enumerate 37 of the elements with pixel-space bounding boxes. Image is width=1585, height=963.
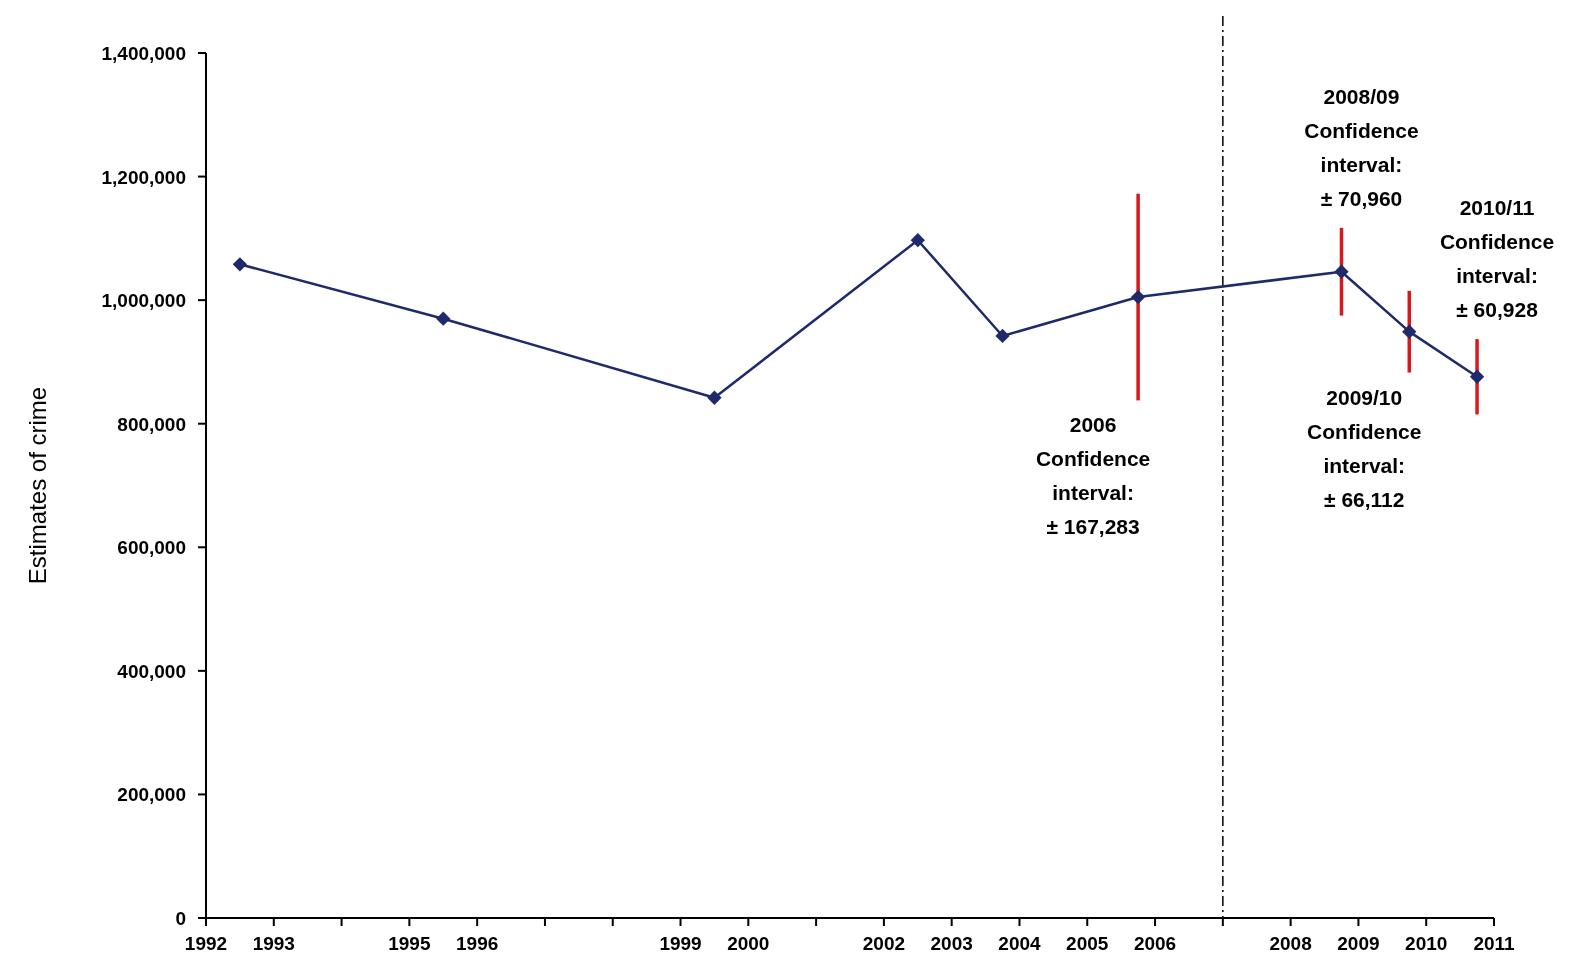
x-tick-label: 2003 [930,933,973,954]
point [1334,264,1349,279]
x-tick-label: 1992 [184,933,228,954]
x-tick-label: 1996 [456,933,499,954]
annotation: 2009/10 Confidence interval: ± 66,112 [1307,385,1422,511]
x-tick-label: 2004 [998,933,1042,954]
point [707,390,722,405]
x-tick-label: 1993 [252,933,295,954]
x-tick-label: 2002 [862,933,906,954]
point [995,328,1010,344]
point [1130,289,1146,305]
y-tick-label: 1,000,000 [101,290,186,312]
x-tick-label: 2010 [1405,933,1448,954]
y-tick-label: 200,000 [117,784,186,806]
y-tick-label: 600,000 [117,537,186,559]
x-tick-label: 1999 [659,933,702,954]
y-tick-label: 0 [175,908,186,929]
y-tick-label: 1,200,000 [101,166,186,188]
point [232,257,248,272]
y-tick-label: 800,000 [117,413,186,435]
y-tick-label: 1,400,000 [101,43,186,64]
point [1469,369,1485,384]
point [436,311,451,326]
point [1402,324,1417,339]
point [910,233,925,248]
y-tick-label: 400,000 [117,660,186,682]
annotation: 2010/11 Confidence interval: ± 60,928 [1439,196,1555,322]
x-tick-label: 2000 [727,933,770,954]
x-tick-label: 2006 [1133,933,1177,954]
x-tick-label: 2008 [1269,933,1312,954]
annotation: 2006 Confidence interval: ± 167,283 [1035,413,1151,539]
x-tick-label: 1995 [388,933,431,954]
x-tick-label: 2011 [1473,933,1516,954]
y-axis-title: Estimates of crime [24,386,51,585]
x-tick-label: 2009 [1337,933,1380,954]
x-tick-label: 2005 [1066,933,1109,954]
annotation: 2008/09 Confidence interval: ± 70,960 [1304,84,1419,210]
